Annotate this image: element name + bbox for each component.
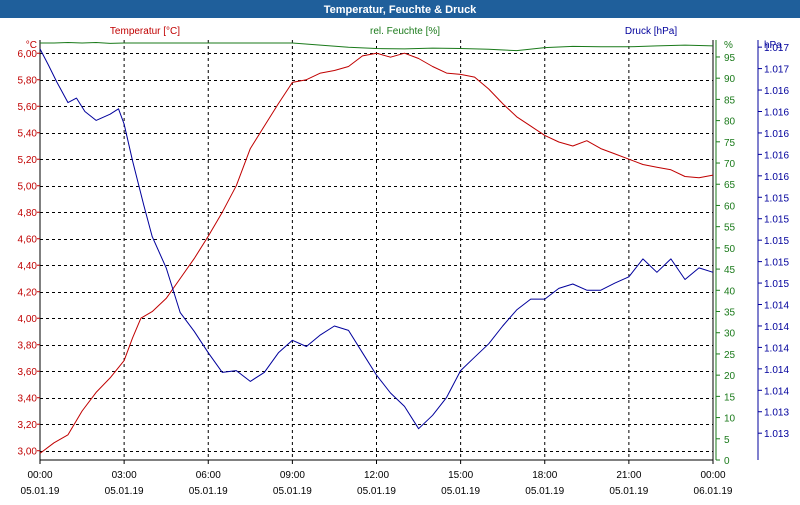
grid-lines xyxy=(40,40,713,460)
humidity-tick-label: 70 xyxy=(724,159,736,170)
temperature-tick-label: 5,00 xyxy=(18,182,38,193)
humidity-tick-label: 20 xyxy=(724,371,736,382)
time-tick-label: 09:00 xyxy=(280,470,305,481)
time-tick-label: 18:00 xyxy=(532,470,557,481)
pressure-tick-label: 1.015 xyxy=(764,258,789,269)
pressure-tick-label: 1.017 xyxy=(764,65,789,76)
temperature-axis: °C 3,00 3,20 3,40 3,60 3,80 4,00 4,20 4,40 4,60 4,… xyxy=(18,40,40,458)
humidity-tick-label: 90 xyxy=(724,74,736,85)
humidity-tick-label: 55 xyxy=(724,223,736,234)
pressure-tick-label: 1.015 xyxy=(764,193,789,204)
legend-labels: Temperatur [°C] rel. Feuchte [%] Druck [hP… xyxy=(110,26,677,37)
time-tick-label: 15:00 xyxy=(448,470,473,481)
humidity-tick-label: 80 xyxy=(724,117,736,128)
humidity-line xyxy=(40,42,714,52)
pressure-tick-label: 1.013 xyxy=(764,429,789,440)
pressure-tick-label: 1.016 xyxy=(764,107,789,118)
date-tick-label: 05.01.19 xyxy=(105,486,144,497)
humidity-tick-label: 5 xyxy=(724,435,730,446)
temperature-unit-label: °C xyxy=(26,40,37,51)
pressure-tick-label: 1.014 xyxy=(764,343,789,354)
title-bar xyxy=(0,0,800,18)
humidity-axis: % 0 5 10 15 20 25 30 35 40 45 50 55 60 65 70 75 80 85 90 95 xyxy=(715,40,736,467)
humidity-tick-label: 85 xyxy=(724,95,736,106)
date-tick-label: 06.01.19 xyxy=(694,486,733,497)
pressure-tick-label: 1.013 xyxy=(764,408,789,419)
pressure-unit-label: hPa xyxy=(764,40,782,51)
date-tick-label: 05.01.19 xyxy=(441,486,480,497)
temperature-tick-label: 3,20 xyxy=(18,420,38,431)
pressure-tick-label: 1.014 xyxy=(764,301,789,312)
pressure-tick-label: 1.016 xyxy=(764,129,789,140)
temperature-tick-label: 3,60 xyxy=(18,367,38,378)
humidity-tick-label: 35 xyxy=(724,308,736,319)
pressure-tick-label: 1.016 xyxy=(764,172,789,183)
temperature-tick-label: 5,80 xyxy=(18,76,38,87)
temperature-tick-label: 4,60 xyxy=(18,235,38,246)
temperature-tick-label: 4,20 xyxy=(18,288,38,299)
legend-temperature: Temperatur [°C] xyxy=(110,26,180,37)
humidity-tick-label: 0 xyxy=(724,456,730,467)
time-tick-label: 03:00 xyxy=(112,470,137,481)
humidity-tick-label: 95 xyxy=(724,53,736,64)
pressure-tick-label: 1.014 xyxy=(764,322,789,333)
date-tick-label: 05.01.19 xyxy=(273,486,312,497)
legend-humidity: rel. Feuchte [%] xyxy=(370,26,440,37)
pressure-tick-label: 1.015 xyxy=(764,236,789,247)
time-tick-label: 06:00 xyxy=(196,470,221,481)
temperature-tick-label: 3,80 xyxy=(18,341,38,352)
humidity-unit-label: % xyxy=(724,40,733,51)
humidity-tick-label: 75 xyxy=(724,138,736,149)
temperature-tick-label: 4,80 xyxy=(18,208,38,219)
temperature-line xyxy=(39,52,714,454)
legend-pressure: Druck [hPa] xyxy=(625,26,677,37)
temperature-tick-label: 3,40 xyxy=(18,394,38,405)
humidity-tick-label: 25 xyxy=(724,350,736,361)
temperature-tick-label: 4,00 xyxy=(18,314,38,325)
date-tick-label: 05.01.19 xyxy=(525,486,564,497)
humidity-tick-label: 60 xyxy=(724,201,736,212)
date-tick-label: 05.01.19 xyxy=(609,486,648,497)
date-tick-label: 05.01.19 xyxy=(21,486,60,497)
pressure-axis: hPa 1.013 1.013 1.014 1.014 1.014 1.014 1.014 1.… xyxy=(757,40,789,460)
time-tick-label: 00:00 xyxy=(27,470,52,481)
pressure-tick-label: 1.016 xyxy=(764,150,789,161)
pressure-tick-label: 1.014 xyxy=(764,386,789,397)
temperature-tick-label: 3,00 xyxy=(18,447,38,458)
pressure-tick-label: 1.014 xyxy=(764,365,789,376)
humidity-tick-label: 30 xyxy=(724,329,736,340)
time-axis: 00:00 05.01.19 03:00 05.01.19 06:00 05.01.19 0… xyxy=(21,460,733,497)
date-tick-label: 05.01.19 xyxy=(357,486,396,497)
temperature-tick-label: 5,40 xyxy=(18,129,38,140)
humidity-tick-label: 65 xyxy=(724,180,736,191)
pressure-line xyxy=(39,48,714,430)
humidity-tick-label: 10 xyxy=(724,414,736,425)
pressure-tick-label: 1.015 xyxy=(764,279,789,290)
temperature-tick-label: 5,20 xyxy=(18,155,38,166)
time-tick-label: 21:00 xyxy=(616,470,641,481)
chart-title: Temperatur, Feuchte & Druck xyxy=(324,4,477,16)
pressure-tick-label: 1.015 xyxy=(764,215,789,226)
humidity-tick-label: 15 xyxy=(724,392,736,403)
series-layer xyxy=(39,42,714,454)
pressure-tick-label: 1.016 xyxy=(764,86,789,97)
humidity-tick-label: 45 xyxy=(724,265,736,276)
humidity-tick-label: 50 xyxy=(724,244,736,255)
time-tick-label: 00:00 xyxy=(700,470,725,481)
temperature-tick-label: 6,00 xyxy=(18,49,38,60)
date-tick-label: 05.01.19 xyxy=(189,486,228,497)
time-tick-label: 12:00 xyxy=(364,470,389,481)
temperature-tick-label: 5,60 xyxy=(18,102,38,113)
temperature-tick-label: 4,40 xyxy=(18,261,38,272)
humidity-tick-label: 40 xyxy=(724,286,736,297)
pressure-tick-label: 1.017 xyxy=(764,43,789,54)
